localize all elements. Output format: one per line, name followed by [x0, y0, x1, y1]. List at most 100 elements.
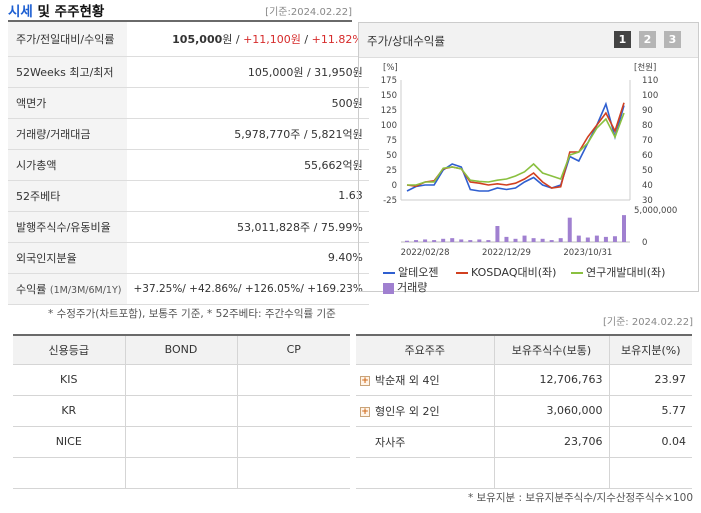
quote-value: 105,000원 / 31,950원 — [127, 56, 369, 88]
table-row: 주가/전일대비/수익률 105,000원 / +11,100원 / +11.82… — [8, 22, 369, 57]
legend-label: 연구개발대비(좌) — [586, 266, 666, 279]
holder-name[interactable]: 형인우 외 2인 — [375, 404, 440, 418]
major-shareholders-table: 주요주주 보유주식수(보통) 보유지분(%) + 박순재 외 4인 12,706,… — [356, 334, 692, 489]
holder-name[interactable]: 박순재 외 4인 — [375, 373, 440, 387]
volume-bar — [477, 239, 482, 242]
left-tick-label: 50 — [386, 151, 397, 161]
quote-label: 주가/전일대비/수익률 — [8, 22, 128, 57]
quote-table: 주가/전일대비/수익률 105,000원 / +11,100원 / +11.82… — [8, 22, 369, 305]
quote-label: 52Weeks 최고/최저 — [8, 56, 128, 88]
holder-name-cell: 자사주 — [356, 425, 495, 458]
table-row: 시가총액 55,662억원 — [8, 149, 369, 181]
holders-note: * 보유지분 : 보유지분주식수/지수산정주식수×100 — [467, 492, 693, 504]
legend-item-s2: KOSDAQ대비(좌) — [456, 264, 556, 280]
quote-value: 1.63 — [127, 180, 369, 212]
price-value: 105,000 — [172, 32, 223, 46]
col-header: BOND — [124, 334, 238, 365]
chart-tab-2[interactable]: 2 — [639, 31, 656, 48]
legend-swatch — [456, 272, 468, 274]
chart-tab-1[interactable]: 1 — [614, 31, 631, 48]
chart-title: 주가/상대수익률 — [367, 34, 445, 48]
table-row — [356, 456, 692, 489]
volume-bar — [522, 235, 527, 242]
basis-date-2: [기준: 2024.02.22] — [602, 317, 693, 328]
quote-label: 시가총액 — [8, 149, 128, 181]
volume-bar — [513, 238, 518, 242]
table-row: 수익률 (1M/3M/6M/1Y) +37.25%/ +42.86%/ +126… — [8, 273, 369, 305]
volume-bar — [549, 240, 554, 242]
quote-value: 5,978,770주 / 5,821억원 — [127, 118, 369, 150]
price-rate: +11.82% — [311, 32, 363, 46]
price-change: +11,100원 — [243, 32, 301, 46]
right-tick-label: 70 — [642, 136, 653, 146]
volume-bar — [540, 238, 545, 242]
quote-value: 500원 — [127, 87, 369, 119]
right-tick-label: 100 — [642, 91, 658, 101]
quote-label: 발행주식수/유동비율 — [8, 211, 128, 243]
quote-label: 거래량/거래대금 — [8, 118, 128, 150]
legend-swatch — [383, 272, 395, 274]
bond-cell — [124, 394, 238, 427]
chart-tab-3[interactable]: 3 — [664, 31, 681, 48]
agency-cell — [13, 456, 126, 489]
cp-cell — [236, 363, 350, 396]
right-tick-label: 60 — [642, 151, 653, 161]
table-row — [13, 456, 350, 489]
quote-value: 55,662억원 — [127, 149, 369, 181]
table-row: 액면가 500원 — [8, 87, 369, 119]
quote-label: 액면가 — [8, 87, 128, 119]
table-row: 거래량/거래대금 5,978,770주 / 5,821억원 — [8, 118, 369, 150]
volume-bar — [558, 238, 563, 242]
legend-label: 알테오젠 — [398, 266, 439, 279]
agency-cell: KIS — [13, 363, 126, 396]
table-row: NICE — [13, 425, 350, 458]
returns-label: 수익률 (1M/3M/6M/1Y) — [8, 273, 128, 305]
expand-plus-icon[interactable]: + — [360, 375, 370, 386]
legend-label: KOSDAQ대비(좌) — [471, 266, 557, 279]
cp-cell — [236, 456, 350, 489]
section-title: 시세 및 주주현황 — [8, 0, 105, 20]
expand-plus-icon[interactable]: + — [360, 406, 370, 417]
legend-item-s3: 연구개발대비(좌) — [571, 264, 665, 280]
separator: / — [232, 32, 244, 46]
table-header-row: 주요주주 보유주식수(보통) 보유지분(%) — [356, 334, 692, 365]
basis-date: [기준:2024.02.22] — [265, 7, 352, 18]
separator: / — [300, 32, 312, 46]
credit-rating-table: 신용등급 BOND CP KIS KR NICE — [13, 334, 350, 489]
table-row: KIS — [13, 363, 350, 396]
col-header: 신용등급 — [13, 334, 126, 365]
holder-name-cell — [356, 456, 495, 489]
table-row: 52Weeks 최고/최저 105,000원 / 31,950원 — [8, 56, 369, 88]
legend-label: 거래량 — [397, 281, 428, 294]
x-tick-label: 2022/02/28 — [401, 248, 450, 256]
chart-panel-header: 주가/상대수익률 1 2 3 — [359, 23, 698, 58]
table-header-row: 신용등급 BOND CP — [13, 334, 350, 365]
right-axis-unit: [천원] — [634, 62, 656, 73]
volume-bar — [603, 236, 608, 242]
section-title-rest: 및 주주현황 — [32, 4, 105, 20]
bond-cell — [124, 363, 238, 396]
spacer — [360, 436, 370, 446]
left-tick-label: 150 — [381, 91, 397, 101]
returns-title: 수익률 — [16, 282, 47, 296]
volume-bar — [531, 238, 536, 242]
table-row: KR — [13, 394, 350, 427]
volume-bar — [432, 240, 437, 242]
volume-bar — [414, 240, 419, 242]
col-header: CP — [236, 334, 350, 365]
legend-swatch — [571, 272, 583, 274]
holder-pct: 23.97 — [608, 363, 692, 396]
volume-bar — [468, 240, 473, 242]
volume-bar — [441, 238, 446, 242]
quote-value: 9.40% — [127, 242, 369, 274]
quote-label: 외국인지분율 — [8, 242, 128, 274]
chart-axes: [%] [천원] 175 150 125 100 75 50 25 0 -25 110 100 90 80 7… — [381, 62, 678, 256]
chart-panel: 주가/상대수익률 1 2 3 [%] [천원] 175 150 125 100 75 50 25… — [358, 22, 699, 294]
left-tick-label: 125 — [381, 106, 397, 116]
left-tick-label: 25 — [386, 166, 397, 176]
holder-shares — [493, 456, 610, 489]
agency-cell: NICE — [13, 425, 126, 458]
x-tick-label: 2023/10/31 — [563, 248, 612, 256]
holder-pct: 0.04 — [608, 425, 692, 458]
right-tick-label: 80 — [642, 121, 653, 131]
